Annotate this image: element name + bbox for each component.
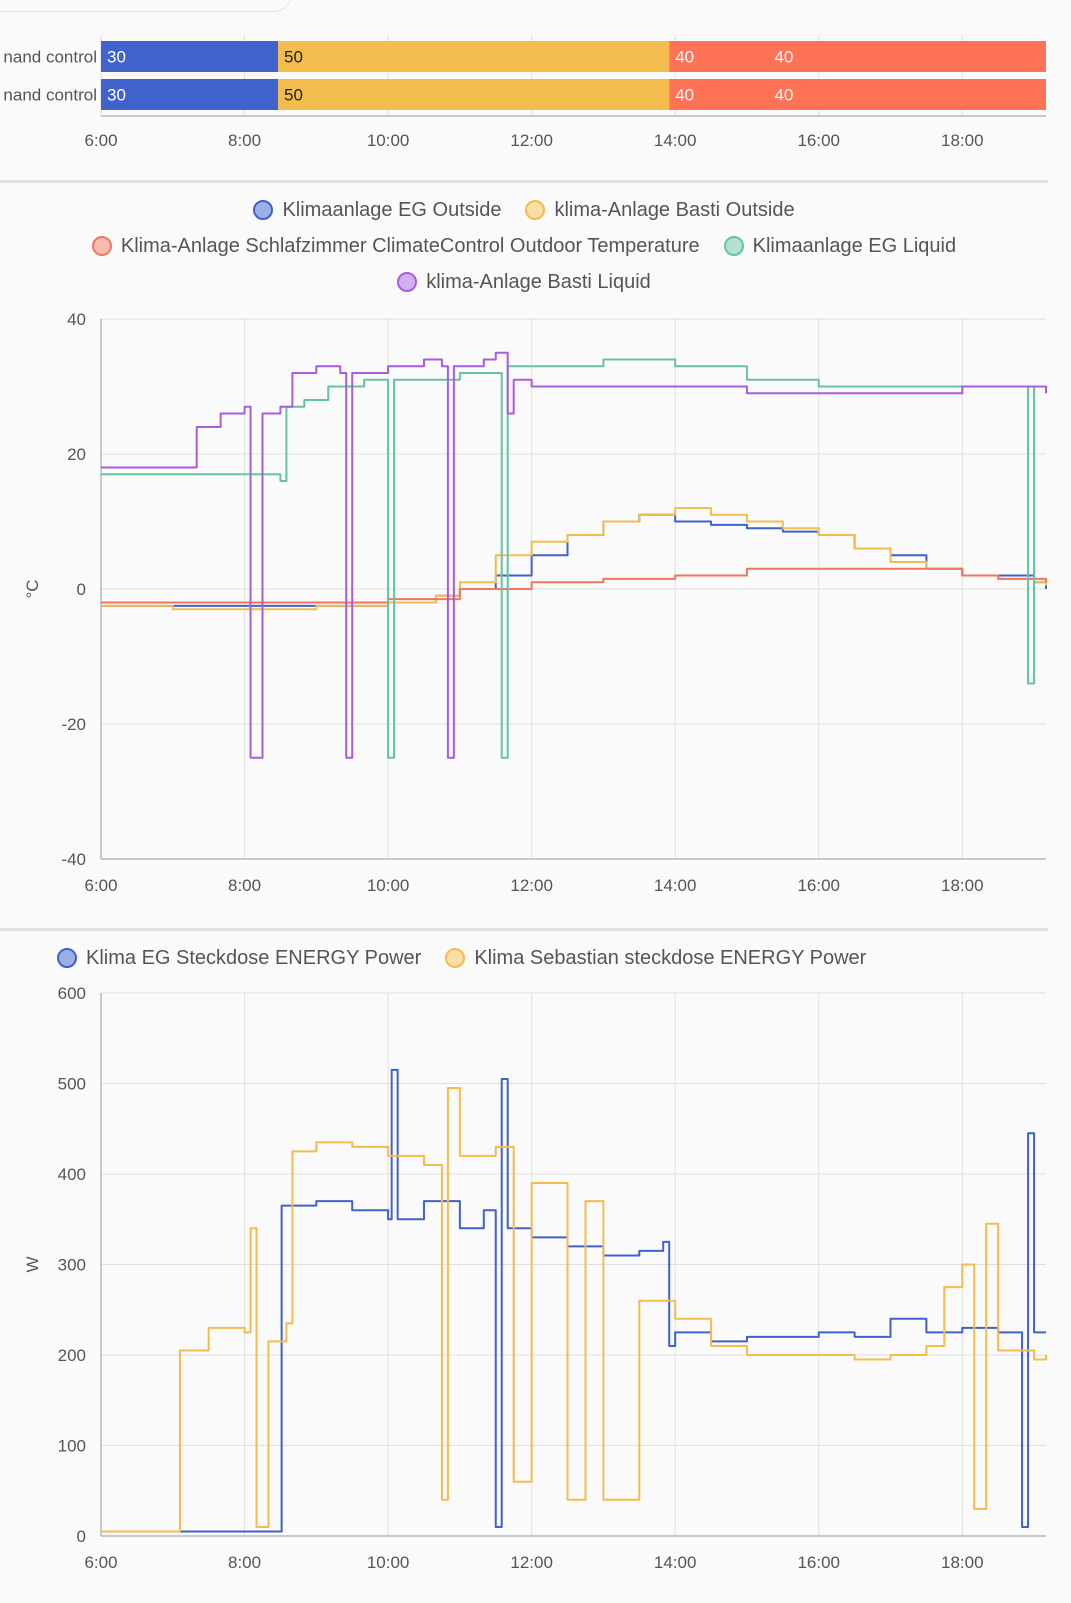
legend-swatch (723, 236, 744, 256)
x-tick-label: 8:00 (228, 876, 261, 895)
timeline-segment (101, 79, 279, 110)
y-tick-label: -20 (61, 715, 86, 734)
timeline-segment (768, 41, 1046, 72)
timeline-chart: 6:00 8:00 10:00 12:00 14:00 16:00 18:00 nand co… (3, 35, 1046, 150)
power-chart: 600 500 400 300 200 100 0 6:00 8:00 10:00 12:00 14:… (23, 984, 1047, 1572)
timeline-segment-label: 40 (675, 48, 694, 67)
x-tick-label: 8:00 (228, 131, 261, 150)
x-tick-label: 18:00 (941, 131, 984, 150)
legend-label: Klimaanlage EG Outside (282, 198, 502, 221)
timeline-segment (669, 79, 769, 110)
legend-swatch (397, 272, 418, 292)
legend-label: Klima-Anlage Schlafzimmer ClimateControl… (120, 234, 700, 257)
timeline-segment-label: 30 (107, 86, 126, 105)
x-tick-label: 12:00 (510, 131, 553, 150)
legend-label: Klima Sebastian steckdose ENERGY Power (474, 946, 867, 969)
timeline-segment-label: 50 (284, 48, 303, 67)
legend-label: Klima EG Steckdose ENERGY Power (86, 946, 422, 969)
timeline-segment (101, 41, 279, 72)
series-line (101, 567, 1047, 604)
y-tick-label: -40 (61, 850, 86, 869)
timeline-segment (768, 79, 1046, 110)
x-tick-label: 6:00 (84, 131, 117, 150)
timeline-segment-label: 40 (774, 48, 793, 67)
legend-swatch (525, 200, 546, 220)
legend-item[interactable]: Klima EG Steckdose ENERGY Power (57, 947, 421, 970)
y-axis-label: W (23, 1256, 42, 1272)
x-tick-label: 14:00 (654, 876, 697, 895)
legend-item[interactable]: Klima-Anlage Schlafzimmer ClimateControl… (91, 234, 700, 258)
legend-label: klima-Anlage Basti Outside (554, 198, 795, 221)
legend-swatch (91, 236, 112, 256)
x-tick-label: 18:00 (941, 1553, 984, 1572)
series-line (101, 1087, 1047, 1533)
x-tick-label: 14:00 (654, 131, 697, 150)
x-tick-label: 8:00 (228, 1553, 261, 1572)
timeline-row-label: nand control (3, 48, 97, 67)
legend-swatch (253, 200, 274, 220)
x-tick-label: 18:00 (941, 876, 984, 895)
series-line (101, 513, 1047, 607)
x-tick-label: 14:00 (654, 1553, 697, 1572)
temperature-legend: Klimaanlage EG Outside klima-Anlage Bast… (0, 192, 1048, 300)
timeline-segment-label: 40 (774, 86, 793, 105)
timeline-segment-label: 30 (107, 48, 126, 67)
x-tick-label: 6:00 (84, 876, 117, 895)
x-tick-label: 10:00 (367, 131, 410, 150)
series-line (101, 358, 1046, 759)
divider (0, 928, 1048, 931)
legend-item[interactable]: klima-Anlage Basti Liquid (397, 271, 651, 294)
timeline-segment (669, 41, 769, 72)
x-tick-label: 6:00 (84, 1553, 117, 1572)
legend-item[interactable]: Klimaanlage EG Outside (253, 199, 501, 222)
y-tick-label: 0 (77, 1527, 86, 1546)
y-tick-label: 100 (58, 1437, 86, 1456)
y-tick-label: 500 (58, 1075, 86, 1094)
timeline-segment (278, 79, 670, 110)
x-tick-label: 10:00 (367, 876, 410, 895)
legend-item[interactable]: Klima Sebastian steckdose ENERGY Power (445, 947, 866, 970)
legend-swatch (57, 948, 77, 968)
y-tick-label: 0 (77, 580, 86, 599)
x-tick-label: 16:00 (797, 1553, 840, 1572)
timeline-segment (278, 41, 670, 72)
y-tick-label: 200 (58, 1346, 86, 1365)
legend-label: klima-Anlage Basti Liquid (426, 270, 651, 293)
y-tick-label: 400 (58, 1165, 86, 1184)
timeline-row-label: nand control (3, 86, 97, 105)
timeline-segment-label: 40 (675, 86, 694, 105)
legend-label: Klimaanlage EG Liquid (752, 234, 957, 257)
series-line (101, 507, 1047, 611)
legend-item[interactable]: Klimaanlage EG Liquid (723, 234, 957, 258)
y-tick-label: 20 (67, 445, 86, 464)
timeline-segment-label: 50 (284, 86, 303, 105)
x-tick-label: 12:00 (510, 876, 553, 895)
x-tick-label: 16:00 (797, 131, 840, 150)
y-tick-label: 600 (58, 984, 86, 1003)
power-legend: Klima EG Steckdose ENERGY Power Klima Se… (0, 940, 1048, 976)
temperature-chart: 40 20 0 -20 -40 6:00 8:00 10:00 12:00 14:00 16:00 1… (23, 310, 1047, 895)
series-line (101, 1068, 1046, 1533)
legend-item[interactable]: klima-Anlage Basti Outside (525, 198, 795, 222)
x-tick-label: 10:00 (367, 1553, 410, 1572)
legend-swatch (445, 948, 466, 968)
series-line (101, 351, 1047, 759)
x-tick-label: 16:00 (797, 876, 840, 895)
y-axis-label: °C (23, 579, 42, 598)
y-tick-label: 40 (67, 310, 86, 329)
y-tick-label: 300 (58, 1256, 86, 1275)
x-tick-label: 12:00 (510, 1553, 553, 1572)
divider (0, 180, 1048, 183)
